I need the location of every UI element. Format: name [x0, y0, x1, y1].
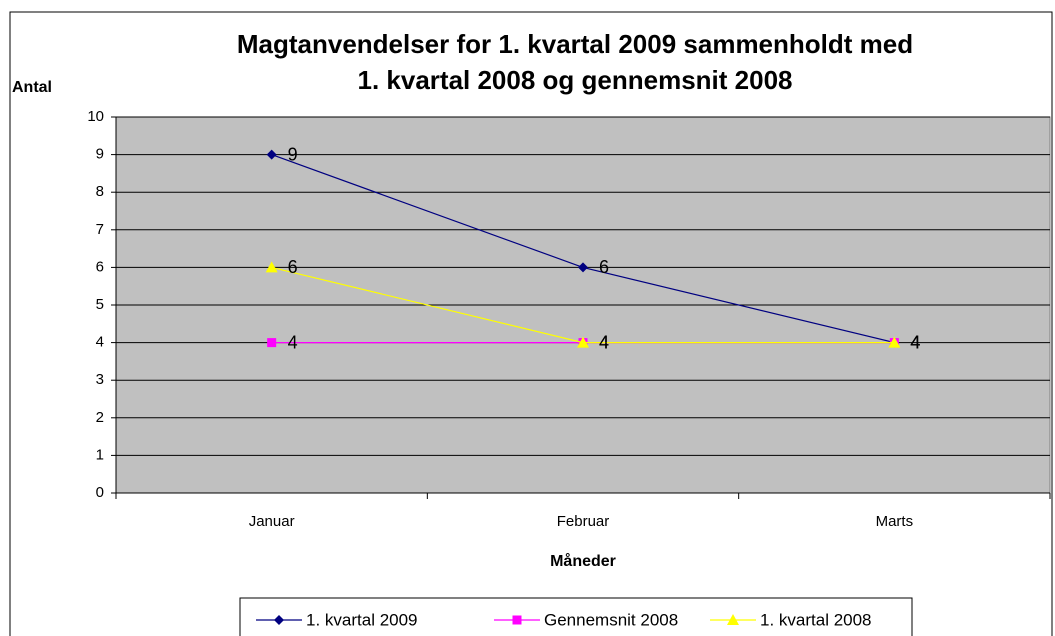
y-tick-label: 2 — [96, 409, 104, 426]
marker — [274, 615, 284, 625]
x-tick-label: Januar — [249, 513, 295, 530]
y-tick-label: 10 — [87, 108, 104, 125]
marker — [265, 261, 278, 273]
data-label: 6 — [599, 257, 609, 277]
chart-title: Magtanvendelser for 1. kvartal 2009 samm… — [237, 29, 913, 59]
y-tick-label: 5 — [96, 296, 104, 313]
marker — [577, 336, 589, 348]
y-axis-title: Antal — [12, 79, 52, 96]
series: 9 6 4 — [266, 144, 920, 352]
legend-label: 1. kvartal 2009 — [306, 610, 418, 629]
chart-title: 1. kvartal 2008 og gennemsnit 2008 — [358, 65, 793, 95]
y-tick-label: 0 — [96, 484, 104, 501]
data-label: 4 — [288, 332, 298, 352]
marker — [266, 149, 277, 160]
series: 6 4 4 — [265, 257, 920, 352]
data-label: 4 — [599, 332, 609, 352]
x-tick-label: Marts — [876, 513, 914, 530]
data-label: 4 — [910, 332, 920, 352]
marker — [267, 338, 277, 348]
y-tick-label: 7 — [96, 221, 104, 238]
legend — [239, 597, 913, 636]
x-axis-title: Måneder — [550, 552, 616, 570]
x-tick-label: Februar — [557, 513, 610, 530]
marker — [512, 615, 522, 625]
y-tick-label: 6 — [96, 258, 104, 275]
data-label: 4 — [910, 332, 920, 352]
data-label: 6 — [288, 257, 298, 277]
y-tick-label: 1 — [96, 446, 104, 463]
y-tick-label: 3 — [96, 371, 104, 388]
marker — [888, 336, 901, 348]
legend-label: 1. kvartal 2008 — [760, 610, 872, 629]
y-tick-label: 4 — [96, 334, 104, 351]
marker — [578, 262, 588, 273]
legend-label: Gennemsnit 2008 — [544, 610, 678, 629]
data-label: 9 — [288, 144, 298, 164]
data-label: 4 — [910, 332, 920, 352]
y-tick-label: 9 — [96, 146, 104, 163]
y-tick-label: 8 — [96, 183, 104, 200]
marker — [727, 614, 739, 625]
